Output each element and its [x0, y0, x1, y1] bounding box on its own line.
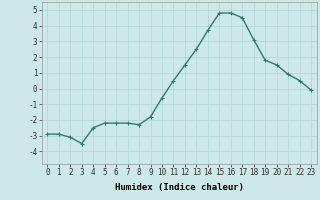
X-axis label: Humidex (Indice chaleur): Humidex (Indice chaleur) — [115, 183, 244, 192]
